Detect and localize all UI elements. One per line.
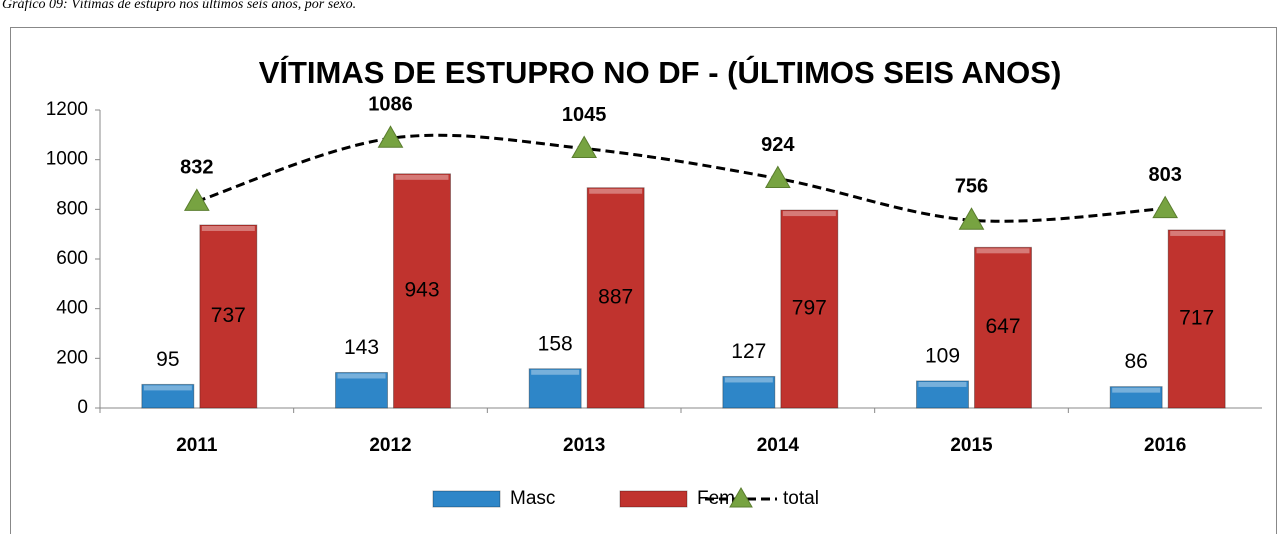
y-tick-label: 400	[56, 298, 88, 319]
y-tick-label: 1000	[46, 149, 88, 170]
value-label: 86	[1124, 350, 1147, 373]
bar	[141, 383, 195, 409]
marker	[571, 135, 598, 158]
legend-marker	[729, 487, 753, 508]
bar-highlight	[589, 188, 643, 194]
bar	[1167, 229, 1226, 409]
bar	[586, 187, 645, 409]
x-tick-label: 2011	[176, 435, 218, 456]
bar	[722, 375, 776, 409]
legend-swatch	[619, 490, 688, 508]
x-tick-label: 2012	[369, 435, 411, 456]
marker	[958, 207, 985, 230]
marker	[1152, 195, 1179, 219]
bar	[335, 371, 388, 409]
bar-highlight	[1112, 387, 1161, 393]
line	[196, 133, 1166, 223]
bar-highlight	[531, 369, 580, 375]
value-label: 158	[538, 332, 573, 355]
y-tick-label: 800	[56, 198, 88, 219]
bar	[393, 173, 451, 409]
bar-highlight	[918, 381, 967, 387]
bar	[780, 209, 839, 409]
bar-highlight	[201, 225, 255, 231]
total-label: 803	[1148, 164, 1181, 186]
value-label: 127	[731, 340, 766, 363]
x-tick-label: 2016	[1144, 435, 1186, 456]
bar-highlight	[976, 248, 1030, 254]
bar	[528, 368, 582, 409]
x-tick-label: 2014	[757, 435, 800, 456]
caption: Gráfico 09: Vítimas de estupro nos últim…	[2, 0, 356, 12]
legend-swatch	[432, 490, 501, 508]
y-tick-label: 200	[56, 347, 88, 368]
bar-highlight	[724, 377, 773, 383]
bar	[916, 380, 969, 409]
bar-highlight	[1170, 230, 1224, 236]
legend-label: Fem	[697, 488, 735, 509]
chart-title: VÍTIMAS DE ESTUPRO NO DF - (ÚLTIMOS SEIS…	[259, 54, 1062, 90]
bar	[974, 246, 1032, 409]
value-label: 797	[792, 297, 827, 320]
total-label: 1086	[368, 94, 413, 116]
marker	[377, 125, 404, 148]
total-label: 924	[761, 134, 795, 156]
y-tick-label: 1200	[46, 99, 88, 120]
value-label: 943	[404, 278, 439, 301]
marker	[183, 188, 210, 211]
legend-label: Masc	[510, 488, 555, 509]
y-tick-label: 600	[56, 248, 88, 269]
value-label: 717	[1179, 307, 1214, 330]
value-label: 109	[925, 344, 960, 367]
bar-highlight	[782, 211, 836, 217]
value-label: 887	[598, 285, 633, 308]
total-label: 832	[180, 157, 213, 179]
x-tick-label: 2013	[563, 435, 605, 456]
bar	[1109, 386, 1163, 409]
x-tick-label: 2015	[950, 435, 993, 456]
bar-highlight	[143, 385, 192, 391]
bar-highlight	[337, 373, 386, 379]
total-label: 756	[955, 176, 988, 198]
value-label: 95	[156, 348, 179, 371]
marker	[764, 165, 791, 189]
value-label: 737	[211, 304, 246, 327]
value-label: 647	[985, 315, 1020, 338]
bar	[199, 224, 258, 409]
value-label: 143	[344, 336, 379, 359]
total-label: 1045	[562, 104, 607, 126]
legend-label: total	[783, 488, 819, 509]
y-tick-label: 0	[77, 397, 88, 418]
bar-highlight	[395, 174, 449, 180]
